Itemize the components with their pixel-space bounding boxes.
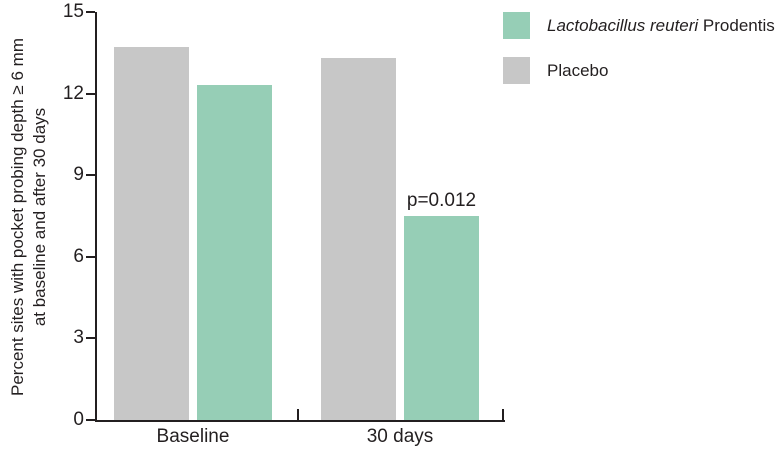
bar-placebo — [114, 47, 189, 420]
legend-label-placebo: Placebo — [547, 57, 608, 84]
y-axis-tick — [86, 255, 95, 258]
legend-label-reuteri: Lactobacillus reuteri Prodentis — [547, 12, 775, 39]
legend: Lactobacillus reuteri Prodentis Placebo — [503, 12, 775, 84]
legend-item-placebo: Placebo — [503, 57, 775, 84]
legend-swatch-reuteri — [503, 12, 530, 39]
x-axis-separator-tick — [297, 409, 299, 420]
y-axis-tick — [86, 92, 95, 95]
legend-label-reuteri-italic: Lactobacillus reuteri — [547, 16, 699, 35]
y-axis-tick — [86, 11, 95, 13]
y-axis-tick — [86, 419, 95, 421]
y-axis-tick-label: 15 — [62, 1, 84, 22]
y-axis-title-line1: Percent sites with pocket probing depth … — [8, 38, 27, 397]
y-axis-tick — [86, 174, 95, 177]
bar-reuteri — [197, 85, 272, 420]
y-axis-title: Percent sites with pocket probing depth … — [7, 2, 51, 432]
y-axis-tick-label: 6 — [73, 245, 84, 267]
p-value-annotation: p=0.012 — [406, 190, 477, 211]
x-axis-category-label: Baseline — [156, 426, 230, 447]
y-axis-tick-label: 0 — [73, 409, 84, 430]
bar-placebo — [321, 58, 396, 420]
y-axis-tick — [86, 337, 95, 340]
y-axis-title-line2: at baseline and after 30 days — [30, 107, 49, 327]
y-axis-tick-label: 3 — [73, 327, 84, 349]
plot-area: 0 3 6 9 12 15 Baseline 30 days p=0.012 — [63, 1, 505, 447]
x-axis-end-tick — [502, 409, 504, 420]
bar-reuteri — [404, 216, 479, 420]
legend-item-reuteri: Lactobacillus reuteri Prodentis — [503, 12, 775, 39]
x-axis-category-label: 30 days — [366, 426, 434, 447]
legend-label-reuteri-regular: Prodentis — [698, 16, 775, 35]
legend-label-placebo-regular: Placebo — [547, 61, 609, 80]
y-axis-tick-label: 12 — [62, 82, 84, 104]
y-axis-tick-label: 9 — [73, 164, 84, 186]
legend-swatch-placebo — [503, 57, 530, 84]
